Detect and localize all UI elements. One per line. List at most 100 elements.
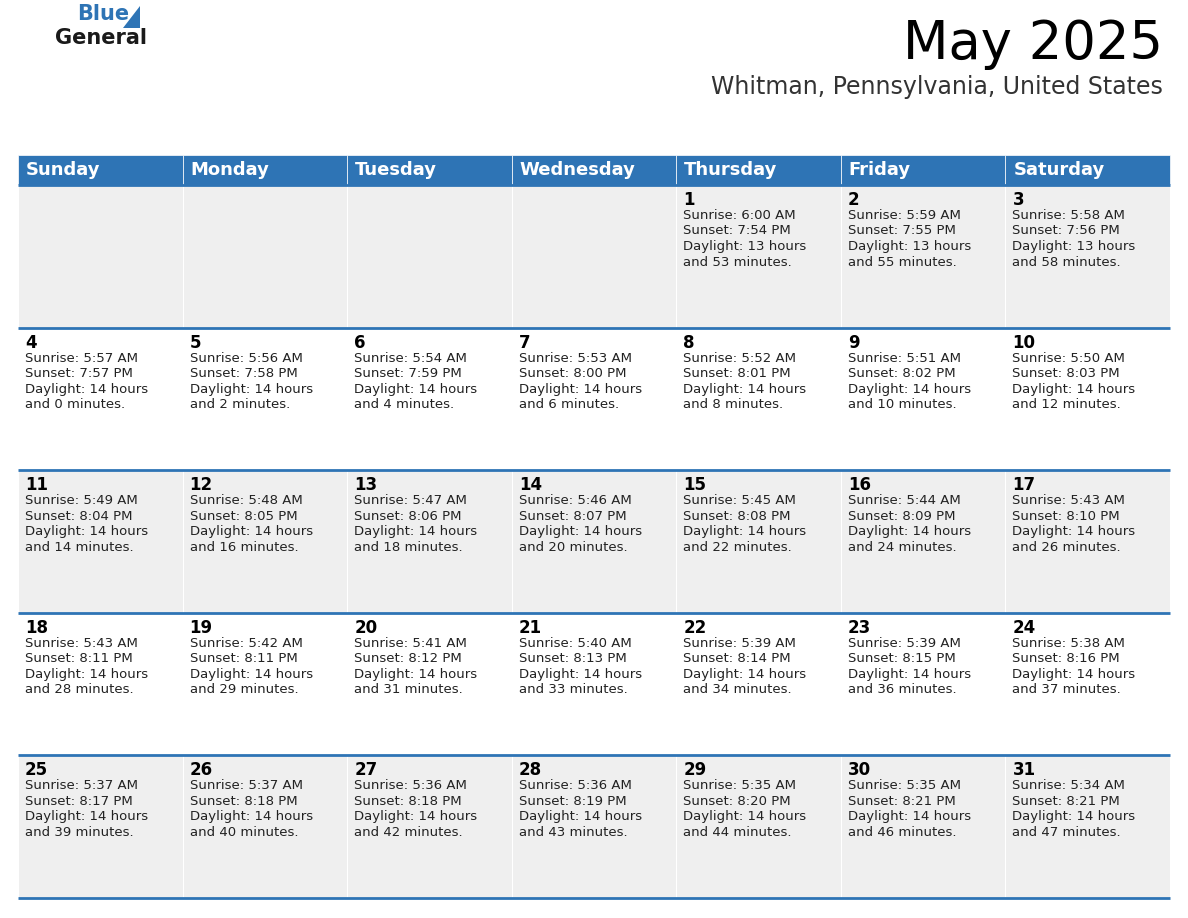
Text: and 43 minutes.: and 43 minutes.: [519, 826, 627, 839]
Text: May 2025: May 2025: [903, 18, 1163, 70]
Text: Daylight: 14 hours: Daylight: 14 hours: [683, 811, 807, 823]
Text: 8: 8: [683, 333, 695, 352]
Text: Sunset: 7:56 PM: Sunset: 7:56 PM: [1012, 225, 1120, 238]
Bar: [512, 155, 676, 185]
Text: Sunrise: 5:34 AM: Sunrise: 5:34 AM: [1012, 779, 1125, 792]
Text: Sunset: 8:20 PM: Sunset: 8:20 PM: [683, 795, 791, 808]
Text: Daylight: 14 hours: Daylight: 14 hours: [1012, 811, 1136, 823]
Bar: [1005, 155, 1170, 185]
Text: 18: 18: [25, 619, 48, 637]
Text: Monday: Monday: [190, 161, 270, 179]
Text: 4: 4: [25, 333, 37, 352]
Bar: [512, 756, 676, 898]
Text: and 36 minutes.: and 36 minutes.: [848, 683, 956, 696]
Bar: [347, 185, 512, 328]
Text: and 55 minutes.: and 55 minutes.: [848, 255, 956, 268]
Text: Daylight: 14 hours: Daylight: 14 hours: [683, 525, 807, 538]
Text: Sunrise: 6:00 AM: Sunrise: 6:00 AM: [683, 209, 796, 222]
Text: Sunday: Sunday: [26, 161, 101, 179]
Text: Sunrise: 5:35 AM: Sunrise: 5:35 AM: [848, 779, 961, 792]
Text: 7: 7: [519, 333, 530, 352]
Bar: [1005, 470, 1170, 613]
Text: Sunrise: 5:52 AM: Sunrise: 5:52 AM: [683, 352, 796, 364]
Text: Sunset: 8:15 PM: Sunset: 8:15 PM: [848, 653, 955, 666]
Text: Daylight: 14 hours: Daylight: 14 hours: [25, 383, 148, 396]
Text: Sunrise: 5:58 AM: Sunrise: 5:58 AM: [1012, 209, 1125, 222]
Text: Daylight: 13 hours: Daylight: 13 hours: [1012, 240, 1136, 253]
Bar: [183, 613, 347, 756]
Bar: [347, 155, 512, 185]
Text: Daylight: 13 hours: Daylight: 13 hours: [848, 240, 971, 253]
Text: Sunset: 8:09 PM: Sunset: 8:09 PM: [848, 509, 955, 522]
Text: Daylight: 14 hours: Daylight: 14 hours: [190, 383, 312, 396]
Text: and 33 minutes.: and 33 minutes.: [519, 683, 627, 696]
Bar: [183, 155, 347, 185]
Text: Sunset: 8:01 PM: Sunset: 8:01 PM: [683, 367, 791, 380]
Text: Sunrise: 5:37 AM: Sunrise: 5:37 AM: [190, 779, 303, 792]
Text: 1: 1: [683, 191, 695, 209]
Text: Whitman, Pennsylvania, United States: Whitman, Pennsylvania, United States: [712, 75, 1163, 99]
Text: Sunset: 8:00 PM: Sunset: 8:00 PM: [519, 367, 626, 380]
Text: Sunrise: 5:36 AM: Sunrise: 5:36 AM: [519, 779, 632, 792]
Bar: [347, 756, 512, 898]
Text: Daylight: 14 hours: Daylight: 14 hours: [190, 667, 312, 681]
Bar: [512, 185, 676, 328]
Bar: [841, 185, 1005, 328]
Text: Sunrise: 5:57 AM: Sunrise: 5:57 AM: [25, 352, 138, 364]
Text: Daylight: 14 hours: Daylight: 14 hours: [1012, 525, 1136, 538]
Text: Thursday: Thursday: [684, 161, 778, 179]
Text: 9: 9: [848, 333, 859, 352]
Text: Daylight: 14 hours: Daylight: 14 hours: [354, 525, 478, 538]
Polygon shape: [124, 6, 140, 28]
Text: Sunrise: 5:59 AM: Sunrise: 5:59 AM: [848, 209, 961, 222]
Text: Daylight: 14 hours: Daylight: 14 hours: [519, 525, 642, 538]
Bar: [183, 185, 347, 328]
Text: General: General: [55, 28, 147, 48]
Text: 17: 17: [1012, 476, 1036, 494]
Text: 2: 2: [848, 191, 859, 209]
Text: 5: 5: [190, 333, 201, 352]
Text: 23: 23: [848, 619, 871, 637]
Text: Daylight: 14 hours: Daylight: 14 hours: [354, 667, 478, 681]
Text: and 34 minutes.: and 34 minutes.: [683, 683, 792, 696]
Text: Daylight: 13 hours: Daylight: 13 hours: [683, 240, 807, 253]
Text: 24: 24: [1012, 619, 1036, 637]
Text: and 24 minutes.: and 24 minutes.: [848, 541, 956, 554]
Text: and 22 minutes.: and 22 minutes.: [683, 541, 792, 554]
Text: 22: 22: [683, 619, 707, 637]
Text: Sunrise: 5:50 AM: Sunrise: 5:50 AM: [1012, 352, 1125, 364]
Bar: [1005, 185, 1170, 328]
Text: Daylight: 14 hours: Daylight: 14 hours: [848, 811, 971, 823]
Text: and 39 minutes.: and 39 minutes.: [25, 826, 133, 839]
Text: Sunrise: 5:48 AM: Sunrise: 5:48 AM: [190, 494, 302, 508]
Text: and 0 minutes.: and 0 minutes.: [25, 398, 125, 411]
Bar: [18, 756, 183, 898]
Text: 29: 29: [683, 761, 707, 779]
Bar: [512, 328, 676, 470]
Text: 31: 31: [1012, 761, 1036, 779]
Text: and 47 minutes.: and 47 minutes.: [1012, 826, 1121, 839]
Text: Daylight: 14 hours: Daylight: 14 hours: [25, 667, 148, 681]
Text: and 10 minutes.: and 10 minutes.: [848, 398, 956, 411]
Text: Sunset: 8:07 PM: Sunset: 8:07 PM: [519, 509, 626, 522]
Text: Sunrise: 5:51 AM: Sunrise: 5:51 AM: [848, 352, 961, 364]
Text: Daylight: 14 hours: Daylight: 14 hours: [1012, 667, 1136, 681]
Text: Sunset: 8:18 PM: Sunset: 8:18 PM: [354, 795, 462, 808]
Text: Sunrise: 5:40 AM: Sunrise: 5:40 AM: [519, 637, 632, 650]
Text: Sunrise: 5:49 AM: Sunrise: 5:49 AM: [25, 494, 138, 508]
Text: 27: 27: [354, 761, 378, 779]
Text: 26: 26: [190, 761, 213, 779]
Text: and 42 minutes.: and 42 minutes.: [354, 826, 463, 839]
Text: Sunset: 8:19 PM: Sunset: 8:19 PM: [519, 795, 626, 808]
Text: and 4 minutes.: and 4 minutes.: [354, 398, 454, 411]
Text: 6: 6: [354, 333, 366, 352]
Text: Sunrise: 5:38 AM: Sunrise: 5:38 AM: [1012, 637, 1125, 650]
Text: 3: 3: [1012, 191, 1024, 209]
Text: Daylight: 14 hours: Daylight: 14 hours: [354, 383, 478, 396]
Bar: [183, 756, 347, 898]
Bar: [512, 613, 676, 756]
Text: and 26 minutes.: and 26 minutes.: [1012, 541, 1121, 554]
Text: Sunset: 7:58 PM: Sunset: 7:58 PM: [190, 367, 297, 380]
Text: and 20 minutes.: and 20 minutes.: [519, 541, 627, 554]
Text: Sunrise: 5:43 AM: Sunrise: 5:43 AM: [25, 637, 138, 650]
